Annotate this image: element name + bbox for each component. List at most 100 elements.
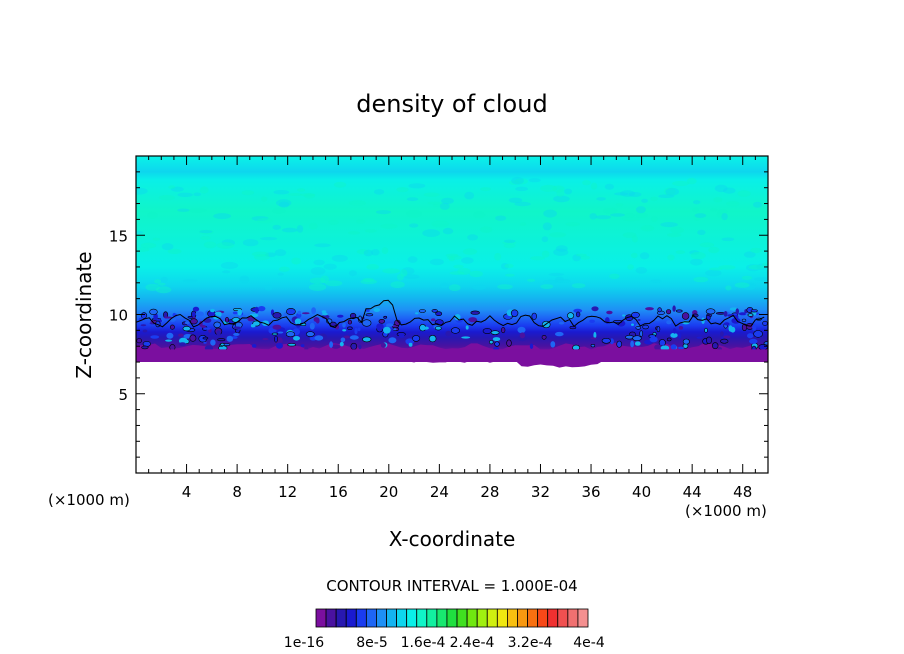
texture-cell [480, 187, 491, 192]
turbulence-cell [490, 330, 500, 335]
texture-cell [741, 275, 753, 280]
texture-cell [723, 187, 736, 194]
x-tick-label: 28 [480, 483, 499, 501]
texture-cell [278, 266, 290, 272]
x-unit-label-left: (×1000 m) [48, 491, 130, 509]
colorbar-swatch [396, 608, 408, 628]
texture-cell [257, 218, 273, 224]
x-tick-label: 36 [581, 483, 600, 501]
turbulence-cell [645, 307, 654, 311]
turbulence-cell [342, 322, 346, 328]
texture-cell [610, 213, 625, 217]
colorbar-swatch [436, 608, 448, 628]
x-tick-label: 4 [182, 483, 192, 501]
colorbar-swatch [315, 608, 327, 628]
turbulence-cell [272, 312, 282, 319]
turbulence-cell [358, 344, 362, 350]
turbulence-cell [166, 332, 174, 339]
texture-cell [382, 268, 400, 274]
turbulence-cells [136, 305, 768, 353]
turbulence-cell [178, 342, 186, 346]
texture-cell [360, 279, 377, 285]
turbulence-cell [593, 331, 597, 339]
texture-cell [514, 178, 528, 185]
texture-cell [177, 208, 190, 212]
z-tick-label: 10 [109, 307, 128, 325]
texture-cell [272, 207, 286, 214]
texture-cell [406, 210, 422, 218]
texture-cell [400, 269, 408, 277]
texture-cell [716, 210, 725, 219]
turbulence-cell [226, 335, 234, 342]
texture-cell [328, 219, 339, 225]
texture-cell [310, 267, 326, 275]
turbulence-cell [313, 317, 320, 322]
x-tick-label: 48 [733, 483, 752, 501]
texture-cell [603, 207, 618, 214]
texture-cell [136, 247, 150, 252]
texture-cell [500, 263, 509, 270]
texture-cell [741, 284, 755, 288]
turbulence-cell [517, 326, 526, 334]
turbulence-cell [649, 336, 658, 343]
turbulence-cell [272, 324, 282, 330]
texture-cell [543, 279, 558, 284]
turbulence-cell [601, 337, 611, 344]
texture-cell [291, 257, 302, 265]
colorbar-swatch [496, 608, 508, 628]
turbulence-cell [293, 336, 300, 341]
turbulence-cell [555, 331, 564, 337]
texture-cell [541, 236, 549, 243]
texture-cell [721, 213, 728, 221]
texture-cell [160, 276, 168, 283]
texture-cell [604, 183, 615, 190]
turbulence-cell [634, 341, 641, 346]
colorbar-swatch [426, 608, 438, 628]
texture-cell [504, 263, 514, 269]
turbulence-cell [489, 340, 494, 345]
turbulence-cell [741, 318, 747, 322]
turbulence-cell [606, 310, 613, 315]
turbulence-cell [365, 309, 370, 312]
texture-cell [565, 222, 580, 227]
turbulence-cell [347, 319, 353, 325]
turbulence-cell [337, 314, 344, 318]
texture-cell [556, 189, 565, 197]
turbulence-cell [276, 342, 283, 349]
turbulence-cell [339, 341, 344, 347]
texture-cell [362, 277, 375, 283]
turbulence-cell [216, 330, 221, 336]
turbulence-cell [654, 344, 662, 351]
turbulence-cell [347, 326, 353, 330]
turbulence-cell [696, 336, 703, 339]
turbulence-cell [214, 311, 222, 316]
texture-cell [333, 181, 347, 188]
texture-cell [509, 180, 520, 185]
turbulence-cell [657, 307, 662, 313]
turbulence-cell [277, 331, 284, 334]
x-tick-label: 8 [232, 483, 242, 501]
turbulence-cell [631, 323, 634, 326]
turbulence-cell [169, 324, 175, 330]
texture-cell [167, 248, 182, 254]
texture-cell [442, 227, 454, 235]
texture-cell [409, 223, 419, 228]
turbulence-cell [675, 309, 683, 313]
texture-cell [220, 261, 239, 270]
texture-cell [530, 256, 545, 261]
texture-cell [690, 251, 706, 260]
texture-cell [540, 184, 558, 192]
texture-cell [639, 252, 650, 260]
texture-cell [651, 216, 658, 222]
texture-cell [689, 250, 700, 255]
texture-cell [272, 224, 281, 230]
colorbar-label: 3.2e-4 [508, 635, 553, 651]
texture-cell [541, 250, 550, 258]
turbulence-cell [575, 311, 581, 318]
texture-cell [714, 184, 728, 193]
turbulence-cell [388, 337, 397, 344]
texture-cell [672, 180, 690, 187]
texture-cell [453, 264, 464, 269]
colorbar-swatch [345, 608, 357, 628]
texture-cell [199, 230, 213, 234]
